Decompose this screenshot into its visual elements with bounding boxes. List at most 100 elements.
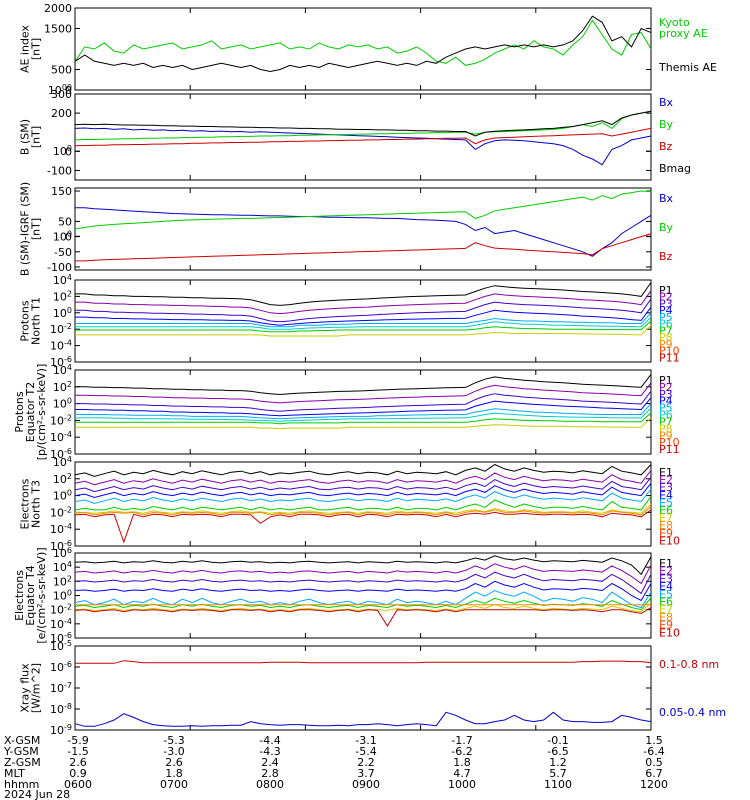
series-line — [74, 110, 652, 141]
y-tick-label: 100 — [53, 229, 72, 243]
footer-row-label: 2024 Jun 28 — [4, 788, 70, 800]
legend-entry: E8 — [659, 611, 673, 624]
series-line — [75, 298, 652, 323]
legend-entry: P7 — [659, 324, 673, 337]
series-line — [74, 563, 652, 585]
y-axis-label: North T3 — [30, 480, 43, 528]
y-tick-label: 300 — [51, 88, 72, 101]
y-tick-label: 10-6 — [50, 539, 72, 553]
y-axis-label: Protons — [13, 391, 26, 432]
footer-z-gsm: 0.5 — [645, 756, 663, 769]
footer-hhmm: 0600 — [64, 778, 92, 791]
series-line — [75, 407, 652, 422]
series-line — [74, 470, 652, 486]
footer-y-gsm: -1.5 — [67, 745, 88, 758]
legend-entry: E5 — [659, 588, 673, 601]
y-tick-label: 10-4 — [50, 339, 72, 353]
y-tick-label: -50 — [54, 246, 72, 259]
legend-entry: P9 — [659, 429, 673, 442]
series-line — [74, 463, 652, 477]
y-tick-label: 10-4 — [50, 430, 72, 444]
legend-entry: P10 — [659, 436, 680, 449]
y-axis-label: [e/(cm²-s-sr-keV)] — [35, 547, 48, 643]
y-tick-label: 150 — [51, 185, 72, 198]
legend-entry: P4 — [659, 395, 673, 408]
panel-frame — [74, 93, 652, 181]
y-tick-label: 10-6 — [50, 447, 72, 461]
y-tick-label: 10-6 — [50, 631, 72, 645]
panel-frame — [74, 369, 652, 455]
legend-entry: P11 — [659, 443, 680, 456]
footer-hhmm: 0800 — [256, 778, 284, 791]
series-line — [74, 482, 652, 499]
legend-entry: P8 — [659, 422, 673, 435]
footer-row-label: hhmm — [4, 778, 39, 791]
legend-entry: E8 — [659, 519, 673, 532]
y-tick-label: 10-2 — [50, 603, 72, 617]
legend-entry: E7 — [659, 603, 673, 616]
footer-z-gsm: 2.2 — [357, 756, 375, 769]
y-tick-label: 10-2 — [50, 505, 72, 519]
footer-z-gsm: 1.2 — [549, 756, 567, 769]
legend-entry: E6 — [659, 596, 673, 609]
y-axis-label: Xray flux — [19, 663, 32, 713]
footer-mlt: 3.7 — [357, 767, 375, 780]
series-line — [75, 417, 652, 430]
y-tick-label: 10-4 — [50, 522, 72, 536]
y-tick-label: 104 — [53, 455, 72, 469]
legend-entry: Bx — [659, 96, 674, 109]
y-tick-label: 1000 — [48, 83, 72, 97]
legend-entry: P1 — [659, 374, 673, 387]
series-line — [74, 555, 652, 576]
legend-entry: E5 — [659, 496, 673, 509]
series-line — [75, 127, 652, 147]
footer-y-gsm: -4.3 — [259, 745, 280, 758]
legend-entry: P3 — [659, 297, 673, 310]
legend-entry: P2 — [659, 381, 673, 394]
legend-entry: E9 — [659, 619, 673, 632]
y-axis-label: Equator T2 — [24, 382, 37, 442]
y-tick-label: 102 — [53, 574, 72, 588]
footer-y-gsm: -6.4 — [643, 745, 664, 758]
y-tick-label: 10-6 — [50, 660, 72, 674]
series-line — [75, 397, 652, 417]
legend-entry: E4 — [659, 489, 673, 502]
series-line — [75, 316, 652, 330]
footer-y-gsm: -6.5 — [547, 745, 568, 758]
footer-x-gsm: -5.9 — [67, 734, 88, 747]
y-tick-label: 10-2 — [50, 413, 72, 427]
y-tick-label: 10-7 — [50, 681, 72, 695]
legend-entry: Bz — [659, 250, 673, 263]
series-line — [74, 711, 652, 727]
legend-entry: P5 — [659, 402, 673, 415]
legend-entry: P1 — [659, 284, 673, 297]
series-line — [74, 488, 652, 504]
panel-frame — [74, 7, 652, 91]
series-line — [74, 127, 652, 166]
y-axis-label: Equator T4 — [24, 565, 37, 625]
footer-mlt: 4.7 — [453, 767, 471, 780]
y-tick-label: 50 — [58, 215, 72, 228]
y-tick-label: 104 — [53, 560, 72, 574]
legend-entry: P6 — [659, 318, 673, 331]
y-axis-label: [nT] — [30, 218, 43, 240]
y-tick-label: 1500 — [44, 23, 72, 36]
series-line — [74, 110, 652, 137]
legend-entry: P3 — [659, 388, 673, 401]
series-line — [75, 390, 652, 412]
y-tick-label: 104 — [53, 363, 72, 377]
footer-hhmm: 1200 — [640, 778, 668, 791]
series-line — [75, 412, 652, 425]
legend-entry: E4 — [659, 580, 673, 593]
series-line — [74, 602, 652, 613]
footer-mlt: 1.8 — [165, 767, 183, 780]
y-axis-label: [nT] — [30, 38, 43, 60]
footer-hhmm: 1000 — [448, 778, 476, 791]
footer-x-gsm: -1.7 — [451, 734, 472, 747]
series-line — [74, 19, 652, 66]
footer-z-gsm: 1.8 — [453, 756, 471, 769]
footer-row-label: X-GSM — [4, 734, 40, 747]
series-line — [75, 290, 652, 315]
footer-hhmm: 0900 — [352, 778, 380, 791]
footer-y-gsm: -6.2 — [451, 745, 472, 758]
